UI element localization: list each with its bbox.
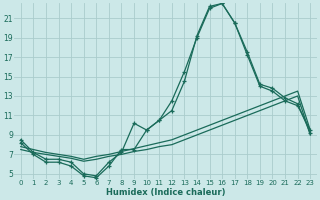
X-axis label: Humidex (Indice chaleur): Humidex (Indice chaleur) <box>106 188 225 197</box>
